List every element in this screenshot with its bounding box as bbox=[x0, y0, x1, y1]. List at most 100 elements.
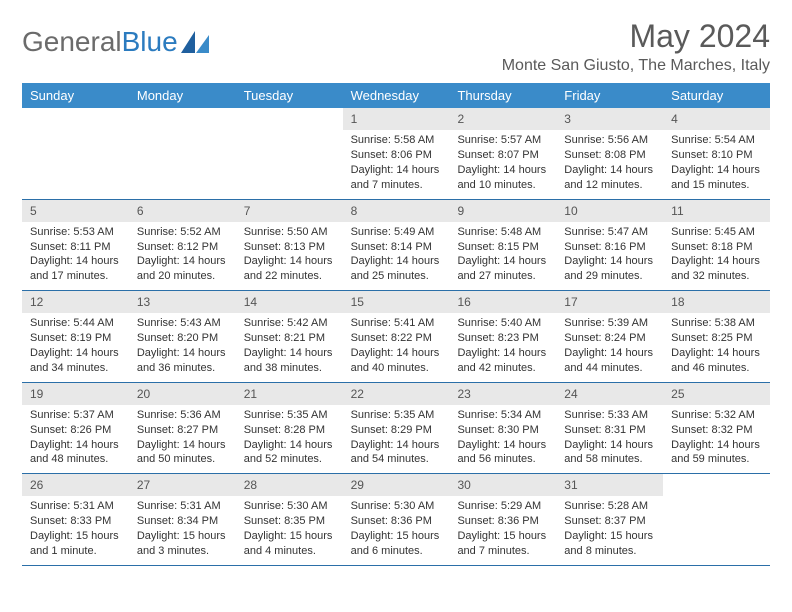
sunset-text: Sunset: 8:19 PM bbox=[30, 331, 121, 346]
sunrise-text: Sunrise: 5:47 AM bbox=[564, 225, 655, 240]
day-cell: 20Sunrise: 5:36 AMSunset: 8:27 PMDayligh… bbox=[129, 383, 236, 474]
logo-text-blue: Blue bbox=[122, 26, 178, 58]
day-cell: 21Sunrise: 5:35 AMSunset: 8:28 PMDayligh… bbox=[236, 383, 343, 474]
day-cell: 5Sunrise: 5:53 AMSunset: 8:11 PMDaylight… bbox=[22, 200, 129, 291]
day-number: 3 bbox=[556, 108, 663, 130]
day-number: 31 bbox=[556, 474, 663, 496]
sunset-text: Sunset: 8:21 PM bbox=[244, 331, 335, 346]
daylight-text: Daylight: 14 hours and 48 minutes. bbox=[30, 438, 121, 468]
day-cell: 12Sunrise: 5:44 AMSunset: 8:19 PMDayligh… bbox=[22, 291, 129, 382]
day-info: Sunrise: 5:39 AMSunset: 8:24 PMDaylight:… bbox=[556, 313, 663, 381]
day-number: 14 bbox=[236, 291, 343, 313]
sunrise-text: Sunrise: 5:38 AM bbox=[671, 316, 762, 331]
week-row: 26Sunrise: 5:31 AMSunset: 8:33 PMDayligh… bbox=[22, 474, 770, 566]
sunrise-text: Sunrise: 5:57 AM bbox=[457, 133, 548, 148]
day-number: 21 bbox=[236, 383, 343, 405]
sunset-text: Sunset: 8:24 PM bbox=[564, 331, 655, 346]
location: Monte San Giusto, The Marches, Italy bbox=[502, 57, 770, 75]
sunset-text: Sunset: 8:32 PM bbox=[671, 423, 762, 438]
day-number: 25 bbox=[663, 383, 770, 405]
day-cell: 27Sunrise: 5:31 AMSunset: 8:34 PMDayligh… bbox=[129, 474, 236, 565]
daylight-text: Daylight: 15 hours and 8 minutes. bbox=[564, 529, 655, 559]
day-number: 7 bbox=[236, 200, 343, 222]
day-info: Sunrise: 5:45 AMSunset: 8:18 PMDaylight:… bbox=[663, 222, 770, 290]
day-cell: 7Sunrise: 5:50 AMSunset: 8:13 PMDaylight… bbox=[236, 200, 343, 291]
sunrise-text: Sunrise: 5:48 AM bbox=[457, 225, 548, 240]
day-cell: 19Sunrise: 5:37 AMSunset: 8:26 PMDayligh… bbox=[22, 383, 129, 474]
day-info: Sunrise: 5:47 AMSunset: 8:16 PMDaylight:… bbox=[556, 222, 663, 290]
sunrise-text: Sunrise: 5:32 AM bbox=[671, 408, 762, 423]
day-cell: 15Sunrise: 5:41 AMSunset: 8:22 PMDayligh… bbox=[343, 291, 450, 382]
day-cell: . bbox=[663, 474, 770, 565]
day-info: Sunrise: 5:36 AMSunset: 8:27 PMDaylight:… bbox=[129, 405, 236, 473]
daylight-text: Daylight: 14 hours and 36 minutes. bbox=[137, 346, 228, 376]
daylight-text: Daylight: 14 hours and 29 minutes. bbox=[564, 254, 655, 284]
sunrise-text: Sunrise: 5:52 AM bbox=[137, 225, 228, 240]
daylight-text: Daylight: 14 hours and 38 minutes. bbox=[244, 346, 335, 376]
sunrise-text: Sunrise: 5:35 AM bbox=[351, 408, 442, 423]
day-info: Sunrise: 5:57 AMSunset: 8:07 PMDaylight:… bbox=[449, 130, 556, 198]
day-cell: . bbox=[129, 108, 236, 199]
sunset-text: Sunset: 8:34 PM bbox=[137, 514, 228, 529]
sunset-text: Sunset: 8:25 PM bbox=[671, 331, 762, 346]
day-number: 23 bbox=[449, 383, 556, 405]
sunset-text: Sunset: 8:13 PM bbox=[244, 240, 335, 255]
day-info: Sunrise: 5:35 AMSunset: 8:28 PMDaylight:… bbox=[236, 405, 343, 473]
day-number: 16 bbox=[449, 291, 556, 313]
day-cell: 26Sunrise: 5:31 AMSunset: 8:33 PMDayligh… bbox=[22, 474, 129, 565]
day-cell: 6Sunrise: 5:52 AMSunset: 8:12 PMDaylight… bbox=[129, 200, 236, 291]
sunset-text: Sunset: 8:16 PM bbox=[564, 240, 655, 255]
day-cell: 22Sunrise: 5:35 AMSunset: 8:29 PMDayligh… bbox=[343, 383, 450, 474]
day-info: Sunrise: 5:44 AMSunset: 8:19 PMDaylight:… bbox=[22, 313, 129, 381]
day-info: Sunrise: 5:41 AMSunset: 8:22 PMDaylight:… bbox=[343, 313, 450, 381]
daylight-text: Daylight: 14 hours and 56 minutes. bbox=[457, 438, 548, 468]
day-number: 4 bbox=[663, 108, 770, 130]
sunset-text: Sunset: 8:22 PM bbox=[351, 331, 442, 346]
day-number: 5 bbox=[22, 200, 129, 222]
sunrise-text: Sunrise: 5:33 AM bbox=[564, 408, 655, 423]
daylight-text: Daylight: 14 hours and 34 minutes. bbox=[30, 346, 121, 376]
day-info: Sunrise: 5:54 AMSunset: 8:10 PMDaylight:… bbox=[663, 130, 770, 198]
sunrise-text: Sunrise: 5:58 AM bbox=[351, 133, 442, 148]
daylight-text: Daylight: 15 hours and 1 minute. bbox=[30, 529, 121, 559]
sunset-text: Sunset: 8:26 PM bbox=[30, 423, 121, 438]
daylight-text: Daylight: 14 hours and 54 minutes. bbox=[351, 438, 442, 468]
day-info: Sunrise: 5:53 AMSunset: 8:11 PMDaylight:… bbox=[22, 222, 129, 290]
sunset-text: Sunset: 8:36 PM bbox=[351, 514, 442, 529]
sunrise-text: Sunrise: 5:30 AM bbox=[244, 499, 335, 514]
sunset-text: Sunset: 8:06 PM bbox=[351, 148, 442, 163]
sunrise-text: Sunrise: 5:31 AM bbox=[30, 499, 121, 514]
day-number: 18 bbox=[663, 291, 770, 313]
day-cell: 8Sunrise: 5:49 AMSunset: 8:14 PMDaylight… bbox=[343, 200, 450, 291]
daylight-text: Daylight: 14 hours and 7 minutes. bbox=[351, 163, 442, 193]
day-cell: 23Sunrise: 5:34 AMSunset: 8:30 PMDayligh… bbox=[449, 383, 556, 474]
day-info: Sunrise: 5:37 AMSunset: 8:26 PMDaylight:… bbox=[22, 405, 129, 473]
sunset-text: Sunset: 8:20 PM bbox=[137, 331, 228, 346]
sunrise-text: Sunrise: 5:40 AM bbox=[457, 316, 548, 331]
sunset-text: Sunset: 8:11 PM bbox=[30, 240, 121, 255]
sunrise-text: Sunrise: 5:49 AM bbox=[351, 225, 442, 240]
sunrise-text: Sunrise: 5:29 AM bbox=[457, 499, 548, 514]
day-header: Thursday bbox=[449, 83, 556, 108]
daylight-text: Daylight: 14 hours and 15 minutes. bbox=[671, 163, 762, 193]
day-cell: 1Sunrise: 5:58 AMSunset: 8:06 PMDaylight… bbox=[343, 108, 450, 199]
daylight-text: Daylight: 14 hours and 40 minutes. bbox=[351, 346, 442, 376]
day-header: Wednesday bbox=[343, 83, 450, 108]
day-number: 22 bbox=[343, 383, 450, 405]
day-info: Sunrise: 5:48 AMSunset: 8:15 PMDaylight:… bbox=[449, 222, 556, 290]
calendar: Sunday Monday Tuesday Wednesday Thursday… bbox=[22, 83, 770, 566]
daylight-text: Daylight: 14 hours and 32 minutes. bbox=[671, 254, 762, 284]
day-cell: 11Sunrise: 5:45 AMSunset: 8:18 PMDayligh… bbox=[663, 200, 770, 291]
day-info: Sunrise: 5:35 AMSunset: 8:29 PMDaylight:… bbox=[343, 405, 450, 473]
week-row: 19Sunrise: 5:37 AMSunset: 8:26 PMDayligh… bbox=[22, 383, 770, 475]
logo-text-gray: General bbox=[22, 26, 122, 58]
daylight-text: Daylight: 14 hours and 25 minutes. bbox=[351, 254, 442, 284]
day-cell: 3Sunrise: 5:56 AMSunset: 8:08 PMDaylight… bbox=[556, 108, 663, 199]
daylight-text: Daylight: 14 hours and 42 minutes. bbox=[457, 346, 548, 376]
day-cell: 31Sunrise: 5:28 AMSunset: 8:37 PMDayligh… bbox=[556, 474, 663, 565]
day-number: 15 bbox=[343, 291, 450, 313]
day-number: 24 bbox=[556, 383, 663, 405]
daylight-text: Daylight: 14 hours and 10 minutes. bbox=[457, 163, 548, 193]
day-cell: 4Sunrise: 5:54 AMSunset: 8:10 PMDaylight… bbox=[663, 108, 770, 199]
sunset-text: Sunset: 8:23 PM bbox=[457, 331, 548, 346]
